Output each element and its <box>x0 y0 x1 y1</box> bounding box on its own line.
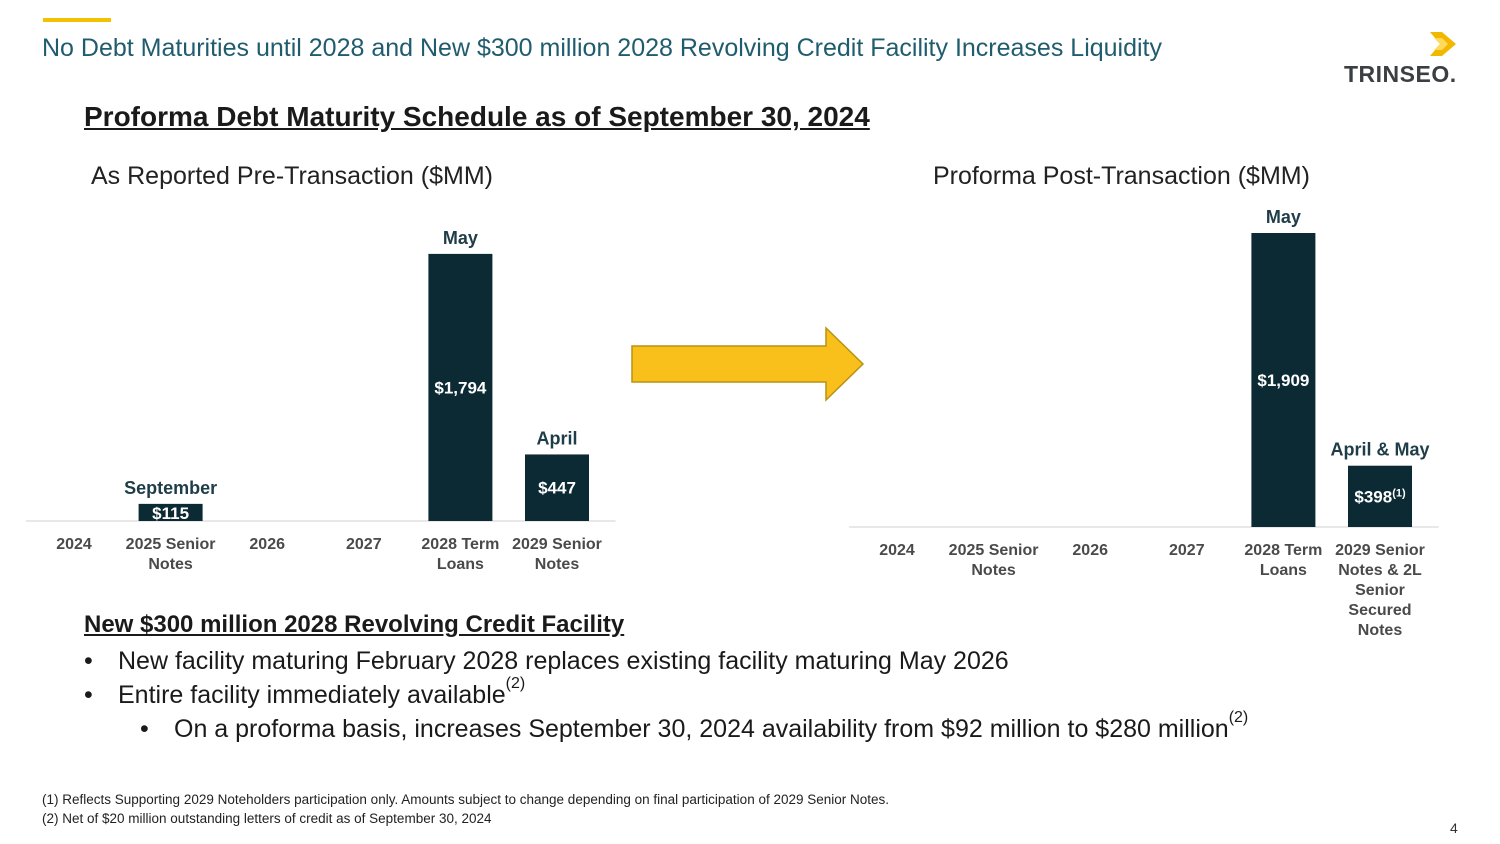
footnote-ref: (2) <box>505 675 526 692</box>
x-tick-label: 2025 Senior <box>949 542 1039 559</box>
x-tick-label: 2024 <box>56 536 92 553</box>
bar-value-label: $115 <box>152 504 189 523</box>
bar-month-label: April <box>536 428 577 448</box>
x-tick-label: 2027 <box>1169 542 1205 559</box>
sub-bullet-text: On a proforma basis, increases September… <box>174 715 1229 743</box>
x-tick-label: Notes <box>148 556 193 573</box>
pre-transaction-chart: 2024 2025 Senior Notes $115 September 2026 202… <box>26 228 616 573</box>
rcf-heading: New $300 million 2028 Revolving Credit F… <box>84 611 625 638</box>
section-heading: Proforma Debt Maturity Schedule as of Se… <box>84 101 870 132</box>
page-number: 4 <box>1450 820 1458 836</box>
bar-month-label: May <box>443 228 478 248</box>
footnote-ref: (2) <box>1228 709 1249 726</box>
x-tick-label: Notes <box>1358 622 1403 639</box>
left-chart-title: As Reported Pre-Transaction ($MM) <box>91 162 493 190</box>
bar <box>138 503 203 521</box>
right-arrow-icon <box>631 326 865 402</box>
x-tick-label: Loans <box>437 556 484 573</box>
x-tick-label: 2025 Senior <box>126 536 216 553</box>
x-tick-label: Loans <box>1260 562 1307 579</box>
sub-bullet-item: • On a proforma basis, increases Septemb… <box>140 709 1440 745</box>
x-tick-label: Notes & 2L <box>1338 562 1422 579</box>
x-tick-label: 2028 Term <box>421 536 499 553</box>
right-chart-title: Proforma Post-Transaction ($MM) <box>933 162 1310 190</box>
bullet-item: • Entire facility immediately available(… <box>84 675 1184 711</box>
x-tick-label: 2026 <box>1072 542 1108 559</box>
bar-month-label: April & May <box>1330 440 1429 460</box>
footnote-ref: (1) <box>1392 487 1406 499</box>
bullet-dot-icon: • <box>140 715 149 743</box>
title-accent-line <box>43 18 111 22</box>
bar-value-label: $1,909 <box>1257 371 1309 390</box>
bar-month-label: May <box>1266 207 1301 227</box>
x-tick-label: Senior <box>1355 582 1405 599</box>
x-tick-label: Secured <box>1348 602 1411 619</box>
x-tick-label: Notes <box>535 556 580 573</box>
bullet-text: New facility maturing February 2028 repl… <box>118 647 1009 675</box>
x-tick-label: 2029 Senior <box>512 536 602 553</box>
trinseo-logo-mark-icon <box>1430 32 1456 56</box>
x-tick-label: 2024 <box>879 542 915 559</box>
logo-wordmark: TRINSEO. <box>1344 61 1457 87</box>
bar <box>525 454 589 521</box>
bar-month-label: September <box>124 478 217 498</box>
post-transaction-chart: 2024 2025 Senior Notes 2026 2027 2028 Term Loa… <box>849 207 1439 639</box>
trinseo-logo: TRINSEO. <box>1340 28 1465 90</box>
bar-value-label: $1,794 <box>434 378 487 397</box>
x-tick-label: 2028 Term <box>1244 542 1322 559</box>
bullet-text: Entire facility immediately available <box>118 681 506 709</box>
bar <box>1348 465 1412 527</box>
footnote-2: (2) Net of $20 million outstanding lette… <box>42 811 492 826</box>
x-tick-label: Notes <box>971 562 1016 579</box>
bar <box>1251 233 1316 527</box>
footnote-1: (1) Reflects Supporting 2029 Noteholders… <box>42 792 890 807</box>
x-tick-label: 2026 <box>249 536 285 553</box>
slide-title: No Debt Maturities until 2028 and New $3… <box>42 34 1163 62</box>
x-tick-label: 2027 <box>346 536 382 553</box>
bar <box>428 253 493 521</box>
bar-value-label: $447 <box>538 479 576 498</box>
x-tick-label: 2029 Senior <box>1335 542 1425 559</box>
bullet-item: • New facility maturing February 2028 re… <box>84 647 1184 677</box>
bullet-dot-icon: • <box>84 681 93 709</box>
bullet-dot-icon: • <box>84 647 93 675</box>
